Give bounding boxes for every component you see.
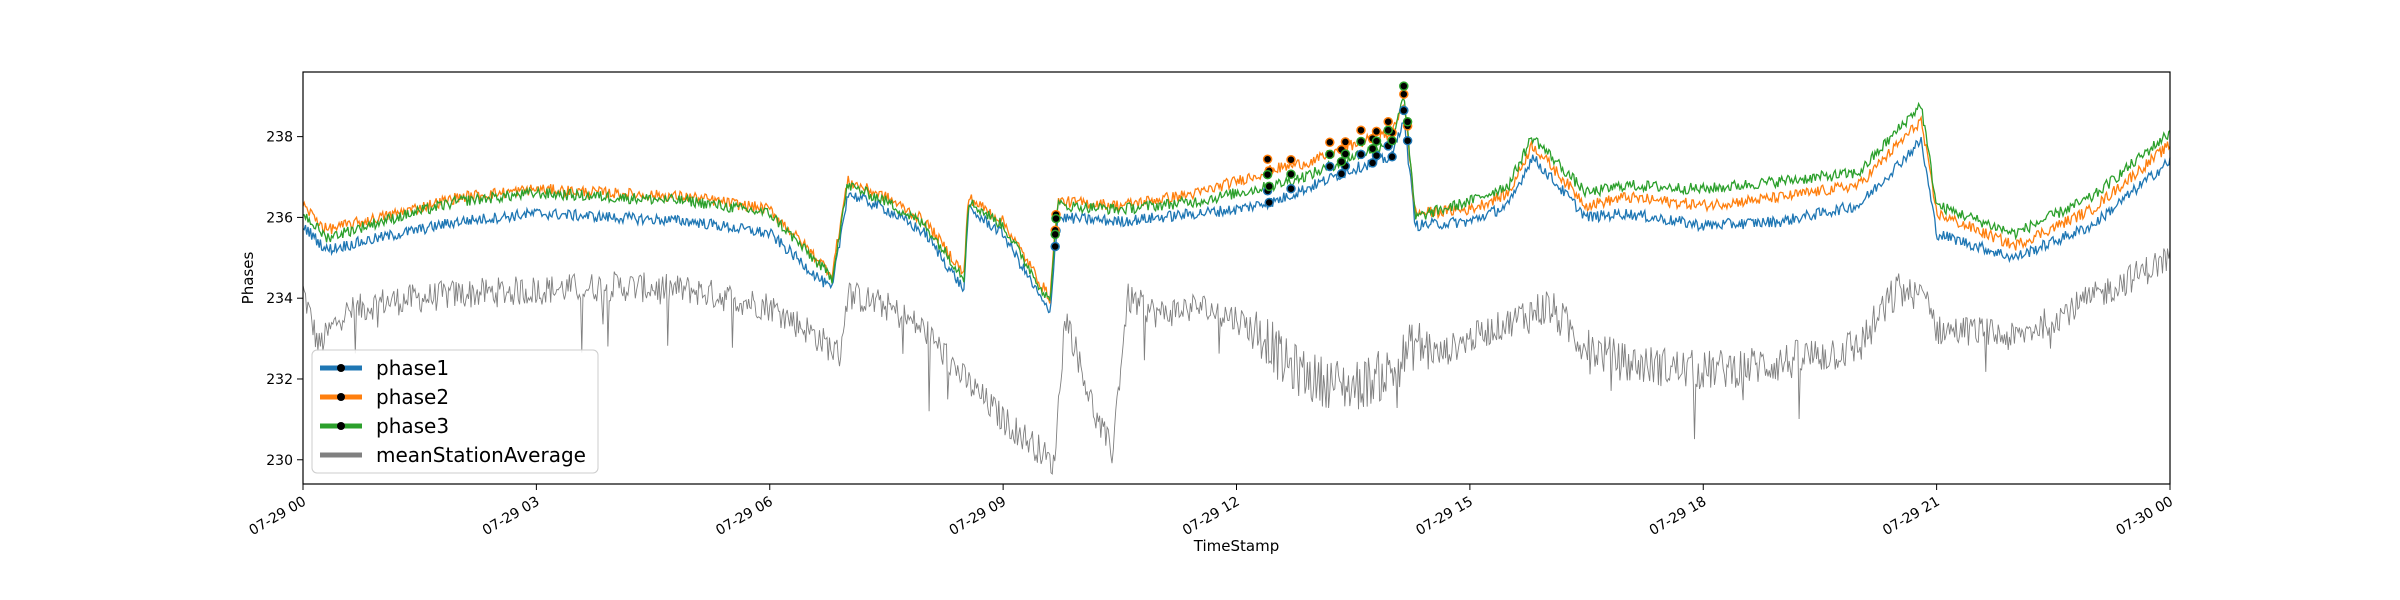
anomaly-markers — [1050, 81, 1413, 252]
series-line-phase3 — [302, 97, 2171, 301]
x-tick-label: 07-29 00 — [246, 494, 309, 539]
legend-marker — [337, 364, 345, 372]
anomaly-marker-phase1 — [1356, 149, 1366, 160]
y-tick-label: 234 — [266, 291, 293, 307]
anomaly-marker-phase3 — [1325, 149, 1335, 160]
legend-label-phase1: phase1 — [376, 356, 449, 380]
x-tick-label: 07-29 03 — [480, 494, 543, 539]
x-tick-label: 07-29 09 — [947, 494, 1010, 539]
anomaly-marker-phase1 — [1371, 150, 1382, 161]
anomaly-marker-phase2 — [1371, 126, 1382, 137]
x-tick-label: 07-29 18 — [1647, 494, 1710, 539]
legend-marker — [337, 422, 345, 430]
anomaly-marker-phase1 — [1286, 183, 1296, 194]
anomaly-marker-phase1 — [1264, 197, 1274, 208]
legend-label-meanStationAverage: meanStationAverage — [376, 443, 586, 467]
series-line-phase1 — [302, 118, 2171, 314]
x-tick-label: 07-29 21 — [1880, 494, 1943, 539]
anomaly-marker-phase2 — [1340, 137, 1351, 147]
series-line-meanStationAverage — [302, 248, 2171, 475]
y-tick-label: 230 — [266, 453, 293, 469]
anomaly-marker-phase2 — [1325, 137, 1335, 148]
anomaly-marker-phase1 — [1050, 241, 1060, 252]
x-tick-label: 07-29 12 — [1180, 494, 1243, 539]
anomaly-marker-phase2 — [1383, 116, 1393, 127]
anomaly-marker-phase3 — [1387, 135, 1397, 146]
anomaly-marker-phase2 — [1399, 89, 1409, 99]
legend-box — [311, 349, 599, 474]
anomaly-marker-phase3 — [1367, 143, 1378, 154]
series-line-phase2 — [302, 103, 2171, 304]
legend-label-phase3: phase3 — [376, 414, 449, 438]
anomaly-marker-phase3 — [1051, 213, 1061, 224]
anomaly-marker-phase1 — [1325, 161, 1335, 172]
anomaly-marker-phase1 — [1402, 135, 1413, 146]
x-axis-title: TimeStamp — [1193, 537, 1279, 555]
y-tick-label: 232 — [266, 372, 293, 388]
anomaly-marker-phase3 — [1356, 136, 1366, 147]
x-axis: 07-29 00 07-29 03 07-29 06 07-29 09 07-29 12… — [246, 484, 2176, 539]
anomaly-marker-phase3 — [1264, 181, 1274, 192]
x-tick-label: 07-30 00 — [2113, 494, 2176, 539]
anomaly-marker-phase3 — [1340, 149, 1351, 159]
anomaly-marker-phase1 — [1336, 169, 1347, 179]
anomaly-marker-phase3 — [1402, 117, 1413, 127]
y-tick-label: 236 — [266, 210, 293, 226]
anomaly-marker-phase3 — [1336, 156, 1347, 167]
anomaly-marker-phase3 — [1286, 169, 1296, 179]
y-axis: 230 232 234 236 238 — [266, 130, 303, 469]
anomaly-marker-phase3 — [1399, 81, 1409, 91]
anomaly-marker-phase1 — [1367, 158, 1378, 168]
x-tick-label: 07-29 06 — [713, 494, 776, 539]
anomaly-marker-phase3 — [1262, 169, 1273, 180]
anomaly-marker-phase1 — [1399, 105, 1409, 116]
x-tick-label: 07-29 15 — [1413, 494, 1476, 539]
anomaly-marker-phase3 — [1371, 136, 1382, 146]
anomaly-marker-phase2 — [1356, 125, 1366, 135]
legend: phase1 phase2 phase3 meanStationAverage — [311, 349, 599, 474]
anomaly-marker-phase2 — [1286, 154, 1296, 165]
legend-label-phase2: phase2 — [376, 385, 449, 409]
series-layer — [302, 97, 2171, 475]
anomaly-marker-phase3 — [1383, 125, 1393, 135]
anomaly-marker-phase1 — [1387, 152, 1397, 162]
legend-marker — [337, 393, 345, 401]
y-tick-label: 238 — [266, 130, 293, 146]
anomaly-marker-phase2 — [1262, 154, 1273, 164]
y-axis-title: Phases — [239, 252, 257, 305]
anomaly-marker-phase3 — [1050, 229, 1060, 240]
